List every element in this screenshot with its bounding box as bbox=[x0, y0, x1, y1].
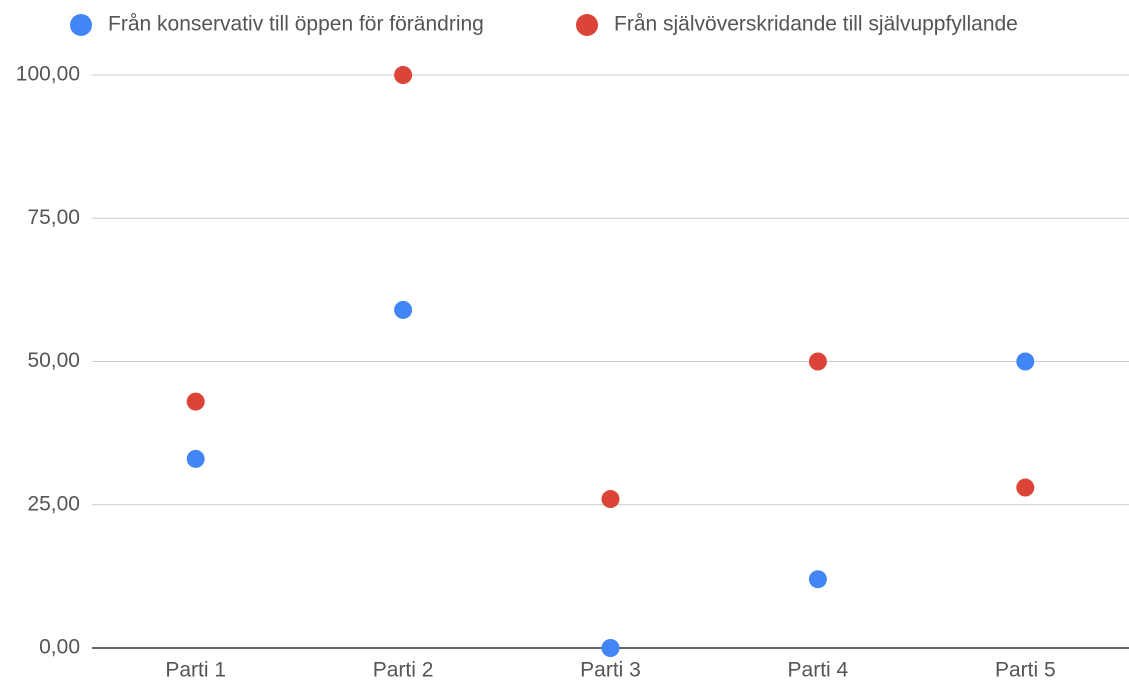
x-tick-label: Parti 1 bbox=[165, 659, 226, 682]
dot bbox=[808, 570, 827, 589]
dot bbox=[601, 639, 620, 657]
y-tick-label: 100,00 bbox=[16, 63, 80, 86]
legend-swatch bbox=[576, 14, 598, 36]
dot bbox=[1016, 478, 1035, 497]
x-tick-label: Parti 3 bbox=[580, 659, 641, 682]
y-tick-label: 75,00 bbox=[27, 206, 80, 229]
dot bbox=[601, 490, 620, 509]
dot bbox=[1016, 352, 1035, 371]
y-tick-label: 0,00 bbox=[39, 636, 80, 659]
y-tick-label: 50,00 bbox=[27, 349, 80, 372]
x-tick-label: Parti 5 bbox=[995, 659, 1056, 682]
legend-swatch bbox=[70, 14, 92, 36]
x-tick-label: Parti 2 bbox=[373, 659, 434, 682]
x-tick-label: Parti 4 bbox=[788, 659, 849, 682]
legend-label: Från självöverskridande till självuppfyl… bbox=[614, 13, 1018, 36]
y-tick-label: 25,00 bbox=[27, 492, 80, 515]
legend-label: Från konservativ till öppen för förändri… bbox=[108, 13, 484, 36]
dot bbox=[808, 352, 827, 371]
dot bbox=[186, 449, 205, 468]
dot bbox=[394, 66, 413, 84]
dot bbox=[186, 392, 205, 411]
dot bbox=[394, 300, 413, 319]
